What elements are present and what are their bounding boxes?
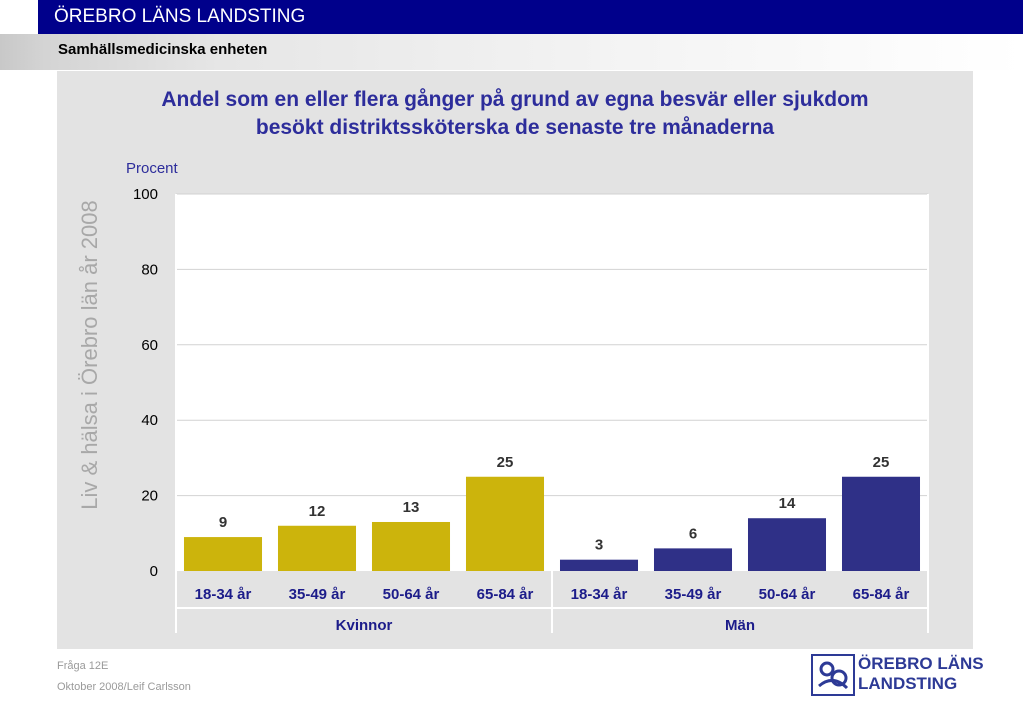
footer-date-author: Oktober 2008/Leif Carlsson — [57, 681, 191, 693]
chart-title: Andel som en eller flera gånger på grund… — [57, 86, 973, 142]
logo-text-line-1: ÖREBRO LÄNS — [858, 654, 984, 673]
landsting-logo-icon — [811, 654, 855, 696]
header-bar: ÖREBRO LÄNS LANDSTING — [38, 0, 1023, 34]
chart-title-line-2: besökt distriktssköterska de senaste tre… — [255, 116, 775, 139]
subheader-bar: Samhällsmedicinska enheten — [0, 34, 1023, 70]
chart-title-line-1: Andel som en eller flera gånger på grund… — [161, 88, 869, 111]
logo-text-line-2: LANDSTING — [858, 674, 958, 693]
chart-panel — [57, 71, 973, 649]
org-title: ÖREBRO LÄNS LANDSTING — [54, 6, 306, 27]
footer-question: Fråga 12E — [57, 660, 109, 672]
logo-text: ÖREBRO LÄNS LANDSTING — [858, 654, 984, 694]
watermark: Liv & hälsa i Örebro län år 2008 — [77, 200, 102, 510]
unit-title: Samhällsmedicinska enheten — [58, 41, 268, 58]
